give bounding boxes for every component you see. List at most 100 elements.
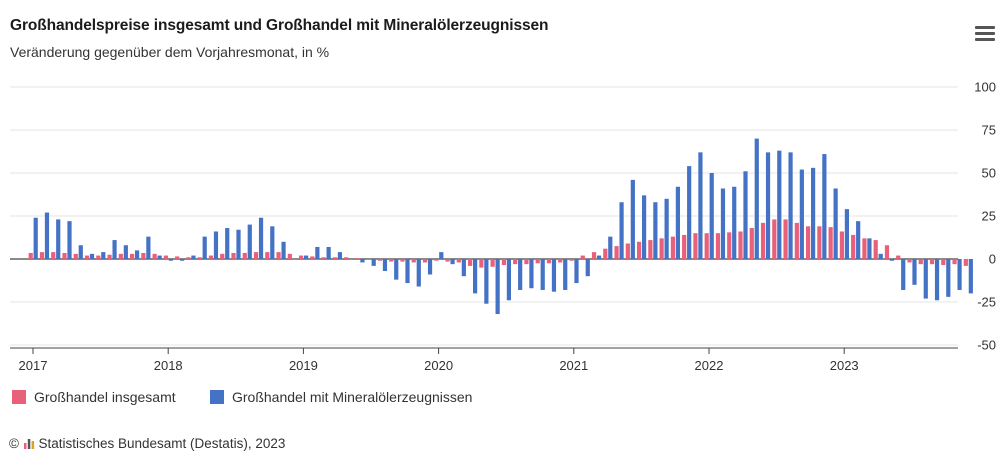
bar-mineraloel[interactable] <box>67 221 72 259</box>
bar-mineraloel[interactable] <box>946 259 951 297</box>
bar-insgesamt[interactable] <box>197 257 202 259</box>
bar-mineraloel[interactable] <box>732 186 737 259</box>
bar-mineraloel[interactable] <box>709 173 714 259</box>
bar-mineraloel[interactable] <box>529 259 534 289</box>
bar-insgesamt[interactable] <box>625 243 630 259</box>
legend-item-mineraloel[interactable]: Großhandel mit Mineralölerzeugnissen <box>210 389 472 405</box>
bar-mineraloel[interactable] <box>56 219 61 259</box>
bar-mineraloel[interactable] <box>78 245 83 259</box>
bar-mineraloel[interactable] <box>416 259 421 287</box>
bar-insgesamt[interactable] <box>186 257 191 259</box>
bar-mineraloel[interactable] <box>258 217 264 259</box>
bar-insgesamt[interactable] <box>738 231 743 259</box>
bar-insgesamt[interactable] <box>220 253 225 259</box>
bar-insgesamt[interactable] <box>96 255 101 259</box>
bar-mineraloel[interactable] <box>811 167 816 259</box>
bar-mineraloel[interactable] <box>135 250 140 259</box>
bar-insgesamt[interactable] <box>130 253 135 259</box>
bar-insgesamt[interactable] <box>84 255 90 259</box>
bar-insgesamt[interactable] <box>445 259 450 262</box>
bar-insgesamt[interactable] <box>513 259 518 265</box>
bar-insgesamt[interactable] <box>839 231 844 259</box>
bar-mineraloel[interactable] <box>957 259 962 290</box>
bar-mineraloel[interactable] <box>112 240 117 259</box>
bar-insgesamt[interactable] <box>817 226 822 259</box>
bar-mineraloel[interactable] <box>326 246 331 259</box>
bar-mineraloel[interactable] <box>934 259 940 301</box>
bar-insgesamt[interactable] <box>603 248 608 259</box>
bar-mineraloel[interactable] <box>653 202 658 259</box>
bar-insgesamt[interactable] <box>321 257 326 259</box>
bar-insgesamt[interactable] <box>242 252 247 259</box>
bar-mineraloel[interactable] <box>394 259 399 280</box>
bar-mineraloel[interactable] <box>225 228 230 259</box>
bar-insgesamt[interactable] <box>772 219 777 259</box>
bar-insgesamt[interactable] <box>873 240 878 259</box>
bar-insgesamt[interactable] <box>62 252 67 259</box>
bar-mineraloel[interactable] <box>473 259 478 294</box>
bar-insgesamt[interactable] <box>141 252 146 259</box>
bar-mineraloel[interactable] <box>743 171 748 259</box>
credits[interactable]: © Statistisches Bundesamt (Destatis), 20… <box>9 436 285 451</box>
bar-mineraloel[interactable] <box>675 186 680 259</box>
bar-mineraloel[interactable] <box>574 259 579 284</box>
bar-mineraloel[interactable] <box>518 259 523 290</box>
bar-insgesamt[interactable] <box>253 252 259 259</box>
bar-insgesamt[interactable] <box>400 259 405 262</box>
bar-insgesamt[interactable] <box>794 222 799 259</box>
bar-mineraloel[interactable] <box>596 255 602 259</box>
bar-mineraloel[interactable] <box>213 231 219 259</box>
bar-insgesamt[interactable] <box>693 233 698 259</box>
bar-insgesamt[interactable] <box>163 255 168 259</box>
bar-mineraloel[interactable] <box>698 152 703 259</box>
bar-mineraloel[interactable] <box>619 202 624 259</box>
bar-mineraloel[interactable] <box>304 255 309 259</box>
bar-insgesamt[interactable] <box>51 252 56 259</box>
bar-mineraloel[interactable] <box>123 245 128 259</box>
bar-insgesamt[interactable] <box>828 227 833 259</box>
bar-insgesamt[interactable] <box>569 259 574 261</box>
bar-insgesamt[interactable] <box>310 256 315 259</box>
bar-mineraloel[interactable] <box>585 259 590 277</box>
bar-mineraloel[interactable] <box>687 166 692 259</box>
bar-insgesamt[interactable] <box>299 255 304 259</box>
bar-insgesamt[interactable] <box>918 259 923 265</box>
bar-mineraloel[interactable] <box>912 259 917 285</box>
bar-mineraloel[interactable] <box>168 259 173 261</box>
bar-mineraloel[interactable] <box>349 259 354 260</box>
bar-insgesamt[interactable] <box>637 241 642 259</box>
bar-mineraloel[interactable] <box>867 238 872 259</box>
bar-mineraloel[interactable] <box>382 259 388 272</box>
bar-insgesamt[interactable] <box>490 259 495 267</box>
bar-mineraloel[interactable] <box>833 188 838 259</box>
bar-mineraloel[interactable] <box>461 259 466 277</box>
bar-insgesamt[interactable] <box>377 259 383 261</box>
bar-insgesamt[interactable] <box>344 257 349 259</box>
bar-insgesamt[interactable] <box>558 259 563 263</box>
bar-insgesamt[interactable] <box>783 219 788 259</box>
bar-insgesamt[interactable] <box>907 259 912 263</box>
bar-mineraloel[interactable] <box>191 255 196 259</box>
bar-mineraloel[interactable] <box>371 259 376 266</box>
bar-mineraloel[interactable] <box>247 224 252 259</box>
bar-mineraloel[interactable] <box>337 252 342 259</box>
bar-insgesamt[interactable] <box>884 245 890 259</box>
bar-mineraloel[interactable] <box>563 259 568 290</box>
bar-mineraloel[interactable] <box>484 259 489 304</box>
bar-insgesamt[interactable] <box>704 233 709 259</box>
bar-mineraloel[interactable] <box>44 212 50 259</box>
bar-mineraloel[interactable] <box>822 154 827 259</box>
bar-mineraloel[interactable] <box>180 259 185 261</box>
bar-insgesamt[interactable] <box>963 259 968 266</box>
bar-insgesamt[interactable] <box>749 228 754 259</box>
bar-mineraloel[interactable] <box>968 259 973 294</box>
bar-mineraloel[interactable] <box>630 179 635 259</box>
bar-mineraloel[interactable] <box>799 169 804 259</box>
bar-insgesamt[interactable] <box>355 258 360 259</box>
bar-insgesamt[interactable] <box>265 252 270 259</box>
bar-insgesamt[interactable] <box>535 259 540 264</box>
bar-mineraloel[interactable] <box>856 221 861 259</box>
bar-mineraloel[interactable] <box>439 252 444 259</box>
bar-mineraloel[interactable] <box>427 259 433 275</box>
bar-insgesamt[interactable] <box>208 255 214 259</box>
